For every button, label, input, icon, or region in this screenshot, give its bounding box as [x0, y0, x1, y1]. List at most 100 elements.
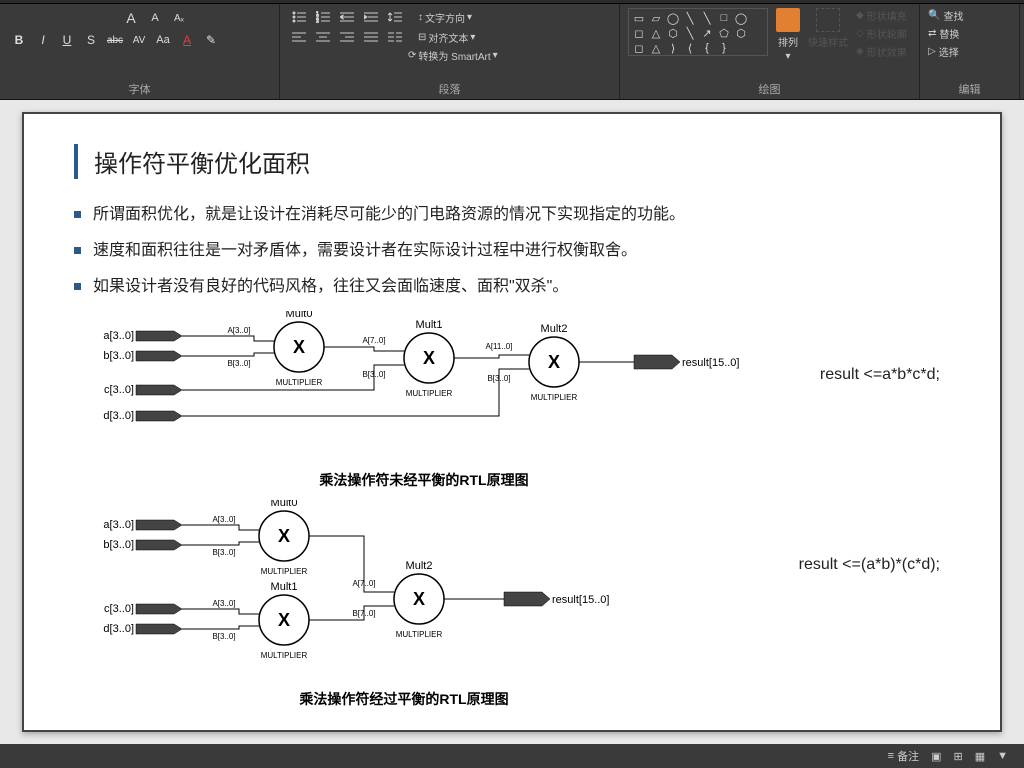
font-color-button[interactable]: A [176, 30, 198, 50]
svg-text:Mult2: Mult2 [541, 323, 568, 335]
slide-area: 操作符平衡优化面积 所谓面积优化，就是让设计在消耗尽可能少的门电路资源的情况下实… [0, 100, 1024, 744]
svg-text:b[3..0]: b[3..0] [103, 539, 134, 551]
shape-effects-button: ◈ 形状效果 [856, 44, 907, 59]
svg-text:MULTIPLIER: MULTIPLIER [406, 389, 453, 398]
svg-text:A[3..0]: A[3..0] [227, 326, 250, 335]
diagram-balanced: a[3..0] b[3..0] A[3..0] B[3..0] X Mult0 … [74, 500, 774, 680]
charspacing-button[interactable]: AV [128, 30, 150, 50]
svg-text:X: X [548, 352, 560, 372]
align-text-button[interactable]: ⊟ 对齐文本 ▾ [418, 30, 475, 45]
svg-text:X: X [278, 610, 290, 630]
ribbon-group-draw: ▭▱◯╲╲□◯ ◻△⬡╲↗⬠⬡ ◻△⟩⟨{} 排列▾ 快速样式 ◆ 形状填充 ◇… [620, 4, 920, 99]
svg-text:c[3..0]: c[3..0] [104, 603, 134, 615]
equation-2: result <=(a*b)*(c*d); [799, 556, 940, 574]
slide[interactable]: 操作符平衡优化面积 所谓面积优化，就是让设计在消耗尽可能少的门电路资源的情况下实… [22, 112, 1002, 732]
notes-button[interactable]: ≡ 备注 [888, 748, 919, 764]
svg-text:B[3..0]: B[3..0] [212, 548, 235, 557]
svg-text:result[15..0]: result[15..0] [682, 357, 739, 369]
svg-text:b[3..0]: b[3..0] [103, 350, 134, 362]
bullet-item: 所谓面积优化，就是让设计在消耗尽可能少的门电路资源的情况下实现指定的功能。 [74, 203, 950, 227]
svg-text:3: 3 [316, 19, 319, 23]
diagram-2-caption: 乘法操作符经过平衡的RTL原理图 [214, 689, 594, 709]
align-right-button[interactable] [336, 28, 358, 46]
svg-text:MULTIPLIER: MULTIPLIER [261, 651, 308, 660]
svg-text:A[11..0]: A[11..0] [486, 342, 513, 351]
svg-text:B[7..0]: B[7..0] [352, 609, 375, 618]
equation-1: result <=a*b*c*d; [820, 366, 940, 384]
replace-button[interactable]: ⇄ 替换 [928, 26, 1011, 41]
smartart-button[interactable]: ⟳ 转换为 SmartArt ▾ [408, 48, 498, 63]
svg-text:A[7..0]: A[7..0] [362, 336, 385, 345]
clear-format-button[interactable]: Aₓ [168, 8, 190, 28]
bullet-item: 速度和面积往往是一对矛盾体，需要设计者在实际设计过程中进行权衡取舍。 [74, 239, 950, 263]
select-button[interactable]: ▷ 选择 [928, 44, 1011, 59]
svg-text:MULTIPLIER: MULTIPLIER [261, 567, 308, 576]
reading-view-button[interactable]: ▦ [975, 750, 985, 763]
svg-text:Mult2: Mult2 [406, 560, 433, 572]
strike-button[interactable]: S [80, 30, 102, 50]
ribbon-group-edit: 🔍 查找 ⇄ 替换 ▷ 选择 编辑 [920, 4, 1020, 99]
svg-text:d[3..0]: d[3..0] [103, 623, 134, 635]
shape-outline-button: ◇ 形状轮廓 [856, 26, 907, 41]
font-group-label: 字体 [0, 81, 279, 97]
normal-view-button[interactable]: ▣ [931, 750, 941, 763]
align-justify-button[interactable] [360, 28, 382, 46]
increase-font-button[interactable]: A [120, 8, 142, 28]
text-direction-button[interactable]: ↕ 文字方向 ▾ [418, 10, 472, 25]
svg-text:MULTIPLIER: MULTIPLIER [531, 393, 578, 402]
shapes-gallery[interactable]: ▭▱◯╲╲□◯ ◻△⬡╲↗⬠⬡ ◻△⟩⟨{} [628, 8, 768, 56]
svg-text:a[3..0]: a[3..0] [103, 330, 134, 342]
numbering-button[interactable]: 123 [312, 8, 334, 26]
strikeabc-button[interactable]: abc [104, 30, 126, 50]
bullet-item: 如果设计者没有良好的代码风格，往往又会面临速度、面积"双杀"。 [74, 275, 950, 299]
outdent-button[interactable] [336, 8, 358, 26]
diagram-1-caption: 乘法操作符未经平衡的RTL原理图 [254, 470, 594, 490]
svg-text:MULTIPLIER: MULTIPLIER [396, 630, 443, 639]
svg-text:B[3..0]: B[3..0] [227, 359, 250, 368]
svg-text:a[3..0]: a[3..0] [103, 519, 134, 531]
slide-title: 操作符平衡优化面积 [74, 144, 950, 179]
shape-fill-button: ◆ 形状填充 [856, 8, 907, 23]
svg-text:Mult1: Mult1 [271, 581, 298, 593]
italic-button[interactable]: I [32, 30, 54, 50]
svg-text:X: X [423, 348, 435, 368]
svg-text:d[3..0]: d[3..0] [103, 410, 134, 422]
ribbon: A A Aₓ B I U S abc AV Aa A ✎ 字体 123 [0, 4, 1024, 100]
svg-text:A[3..0]: A[3..0] [212, 599, 235, 608]
arrange-button[interactable]: 排列▾ [776, 8, 800, 62]
caps-button[interactable]: Aa [152, 30, 174, 50]
slideshow-view-button[interactable]: ▼ [997, 750, 1008, 762]
find-button[interactable]: 🔍 查找 [928, 8, 1011, 23]
svg-text:X: X [293, 337, 305, 357]
bold-button[interactable]: B [8, 30, 30, 50]
edit-group-label: 编辑 [920, 81, 1019, 97]
align-center-button[interactable] [312, 28, 334, 46]
statusbar: ≡ 备注 ▣ ⊞ ▦ ▼ [0, 744, 1024, 768]
para-group-label: 段落 [280, 81, 619, 97]
svg-text:Mult1: Mult1 [416, 319, 443, 331]
draw-group-label: 绘图 [620, 81, 919, 97]
columns-button[interactable] [384, 28, 406, 46]
sorter-view-button[interactable]: ⊞ [953, 750, 962, 763]
highlight-button[interactable]: ✎ [200, 30, 222, 50]
svg-text:MULTIPLIER: MULTIPLIER [276, 378, 323, 387]
bullets-button[interactable] [288, 8, 310, 26]
ribbon-group-paragraph: 123 ↕ 文字方向 ▾ ⊟ 对齐文本 ▾ ⟳ 转换为 SmartArt ▾ [280, 4, 620, 99]
quickstyles-button: 快速样式 [808, 8, 848, 49]
svg-text:B[3..0]: B[3..0] [212, 632, 235, 641]
ribbon-group-font: A A Aₓ B I U S abc AV Aa A ✎ 字体 [0, 4, 280, 99]
decrease-font-button[interactable]: A [144, 8, 166, 28]
svg-text:B[3..0]: B[3..0] [362, 370, 385, 379]
svg-text:result[15..0]: result[15..0] [552, 594, 609, 606]
svg-text:Mult0: Mult0 [271, 500, 298, 509]
underline-button[interactable]: U [56, 30, 78, 50]
align-left-button[interactable] [288, 28, 310, 46]
svg-text:A[3..0]: A[3..0] [212, 515, 235, 524]
svg-text:A[7..0]: A[7..0] [352, 579, 375, 588]
svg-text:X: X [278, 526, 290, 546]
svg-text:c[3..0]: c[3..0] [104, 384, 134, 396]
diagram-unbalanced: a[3..0] b[3..0] c[3..0] d[3..0] A[3..0] … [74, 311, 774, 461]
indent-button[interactable] [360, 8, 382, 26]
linespacing-button[interactable] [384, 8, 406, 26]
svg-text:Mult0: Mult0 [286, 311, 313, 320]
